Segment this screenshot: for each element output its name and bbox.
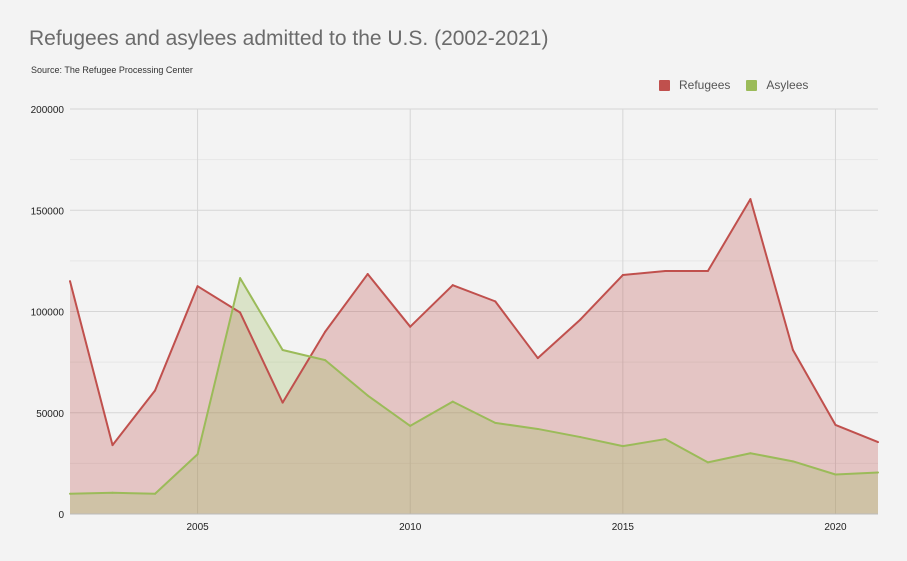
point-asylees-2016 [664, 438, 667, 441]
point-refugees-2019 [791, 348, 794, 351]
point-asylees-2012 [494, 421, 497, 424]
point-refugees-2003 [111, 444, 114, 447]
point-refugees-2009 [366, 273, 369, 276]
point-asylees-2007 [281, 348, 284, 351]
y-tick-label: 100000 [31, 308, 65, 319]
point-refugees-2005 [196, 285, 199, 288]
line-refugees [69, 198, 879, 447]
point-asylees-2009 [366, 394, 369, 397]
chart-subtitle: Source: The Refugee Processing Center [31, 65, 193, 75]
point-refugees-2012 [494, 300, 497, 303]
point-refugees-2020 [834, 423, 837, 426]
x-tick-label: 2015 [612, 522, 635, 533]
point-refugees-2006 [239, 311, 242, 314]
x-tick-label: 2005 [186, 522, 209, 533]
point-refugees-2017 [706, 270, 709, 272]
legend-swatch-refugees [659, 79, 670, 91]
y-tick-label: 200000 [31, 105, 65, 116]
point-refugees-2010 [409, 325, 412, 328]
point-refugees-2004 [154, 389, 157, 392]
point-asylees-2019 [791, 460, 794, 463]
point-refugees-2013 [536, 357, 539, 360]
point-asylees-2004 [154, 492, 157, 495]
x-tick-label: 2020 [824, 522, 847, 533]
point-refugees-2014 [579, 318, 582, 321]
point-asylees-2018 [749, 452, 752, 455]
legend-label-refugees: Refugees [679, 78, 731, 92]
legend-swatch-asylees [746, 79, 758, 91]
point-refugees-2007 [281, 401, 284, 404]
area-refugees [70, 199, 878, 515]
point-refugees-2011 [451, 284, 454, 287]
point-asylees-2020 [834, 473, 837, 476]
point-asylees-2005 [196, 453, 199, 456]
legend: Refugees Asylees [659, 78, 824, 92]
point-asylees-2015 [621, 445, 624, 448]
point-refugees-2002 [69, 280, 71, 283]
point-asylees-2008 [324, 359, 327, 362]
point-asylees-2021 [877, 471, 879, 474]
point-refugees-2018 [749, 198, 752, 201]
point-refugees-2015 [621, 274, 624, 277]
point-asylees-2017 [706, 461, 709, 464]
point-asylees-2011 [451, 400, 454, 403]
y-tick-label: 50000 [36, 409, 64, 420]
y-tick-label: 0 [58, 510, 64, 521]
line-asylees [69, 277, 879, 495]
point-refugees-2008 [324, 330, 327, 333]
point-asylees-2003 [111, 491, 114, 494]
y-tick-label: 150000 [31, 206, 65, 217]
x-tick-label: 2010 [399, 522, 422, 533]
point-asylees-2013 [536, 427, 539, 430]
point-refugees-2021 [877, 441, 879, 444]
point-asylees-2002 [69, 492, 71, 495]
legend-label-asylees: Asylees [766, 78, 809, 92]
point-refugees-2016 [664, 270, 667, 272]
point-asylees-2006 [239, 277, 242, 280]
point-asylees-2014 [579, 436, 582, 439]
chart-title: Refugees and asylees admitted to the U.S… [29, 27, 549, 50]
legend-item-asylees[interactable]: Asylees [746, 78, 808, 92]
legend-item-refugees[interactable]: Refugees [659, 78, 730, 92]
point-asylees-2010 [409, 424, 412, 427]
area-asylees [70, 278, 878, 514]
